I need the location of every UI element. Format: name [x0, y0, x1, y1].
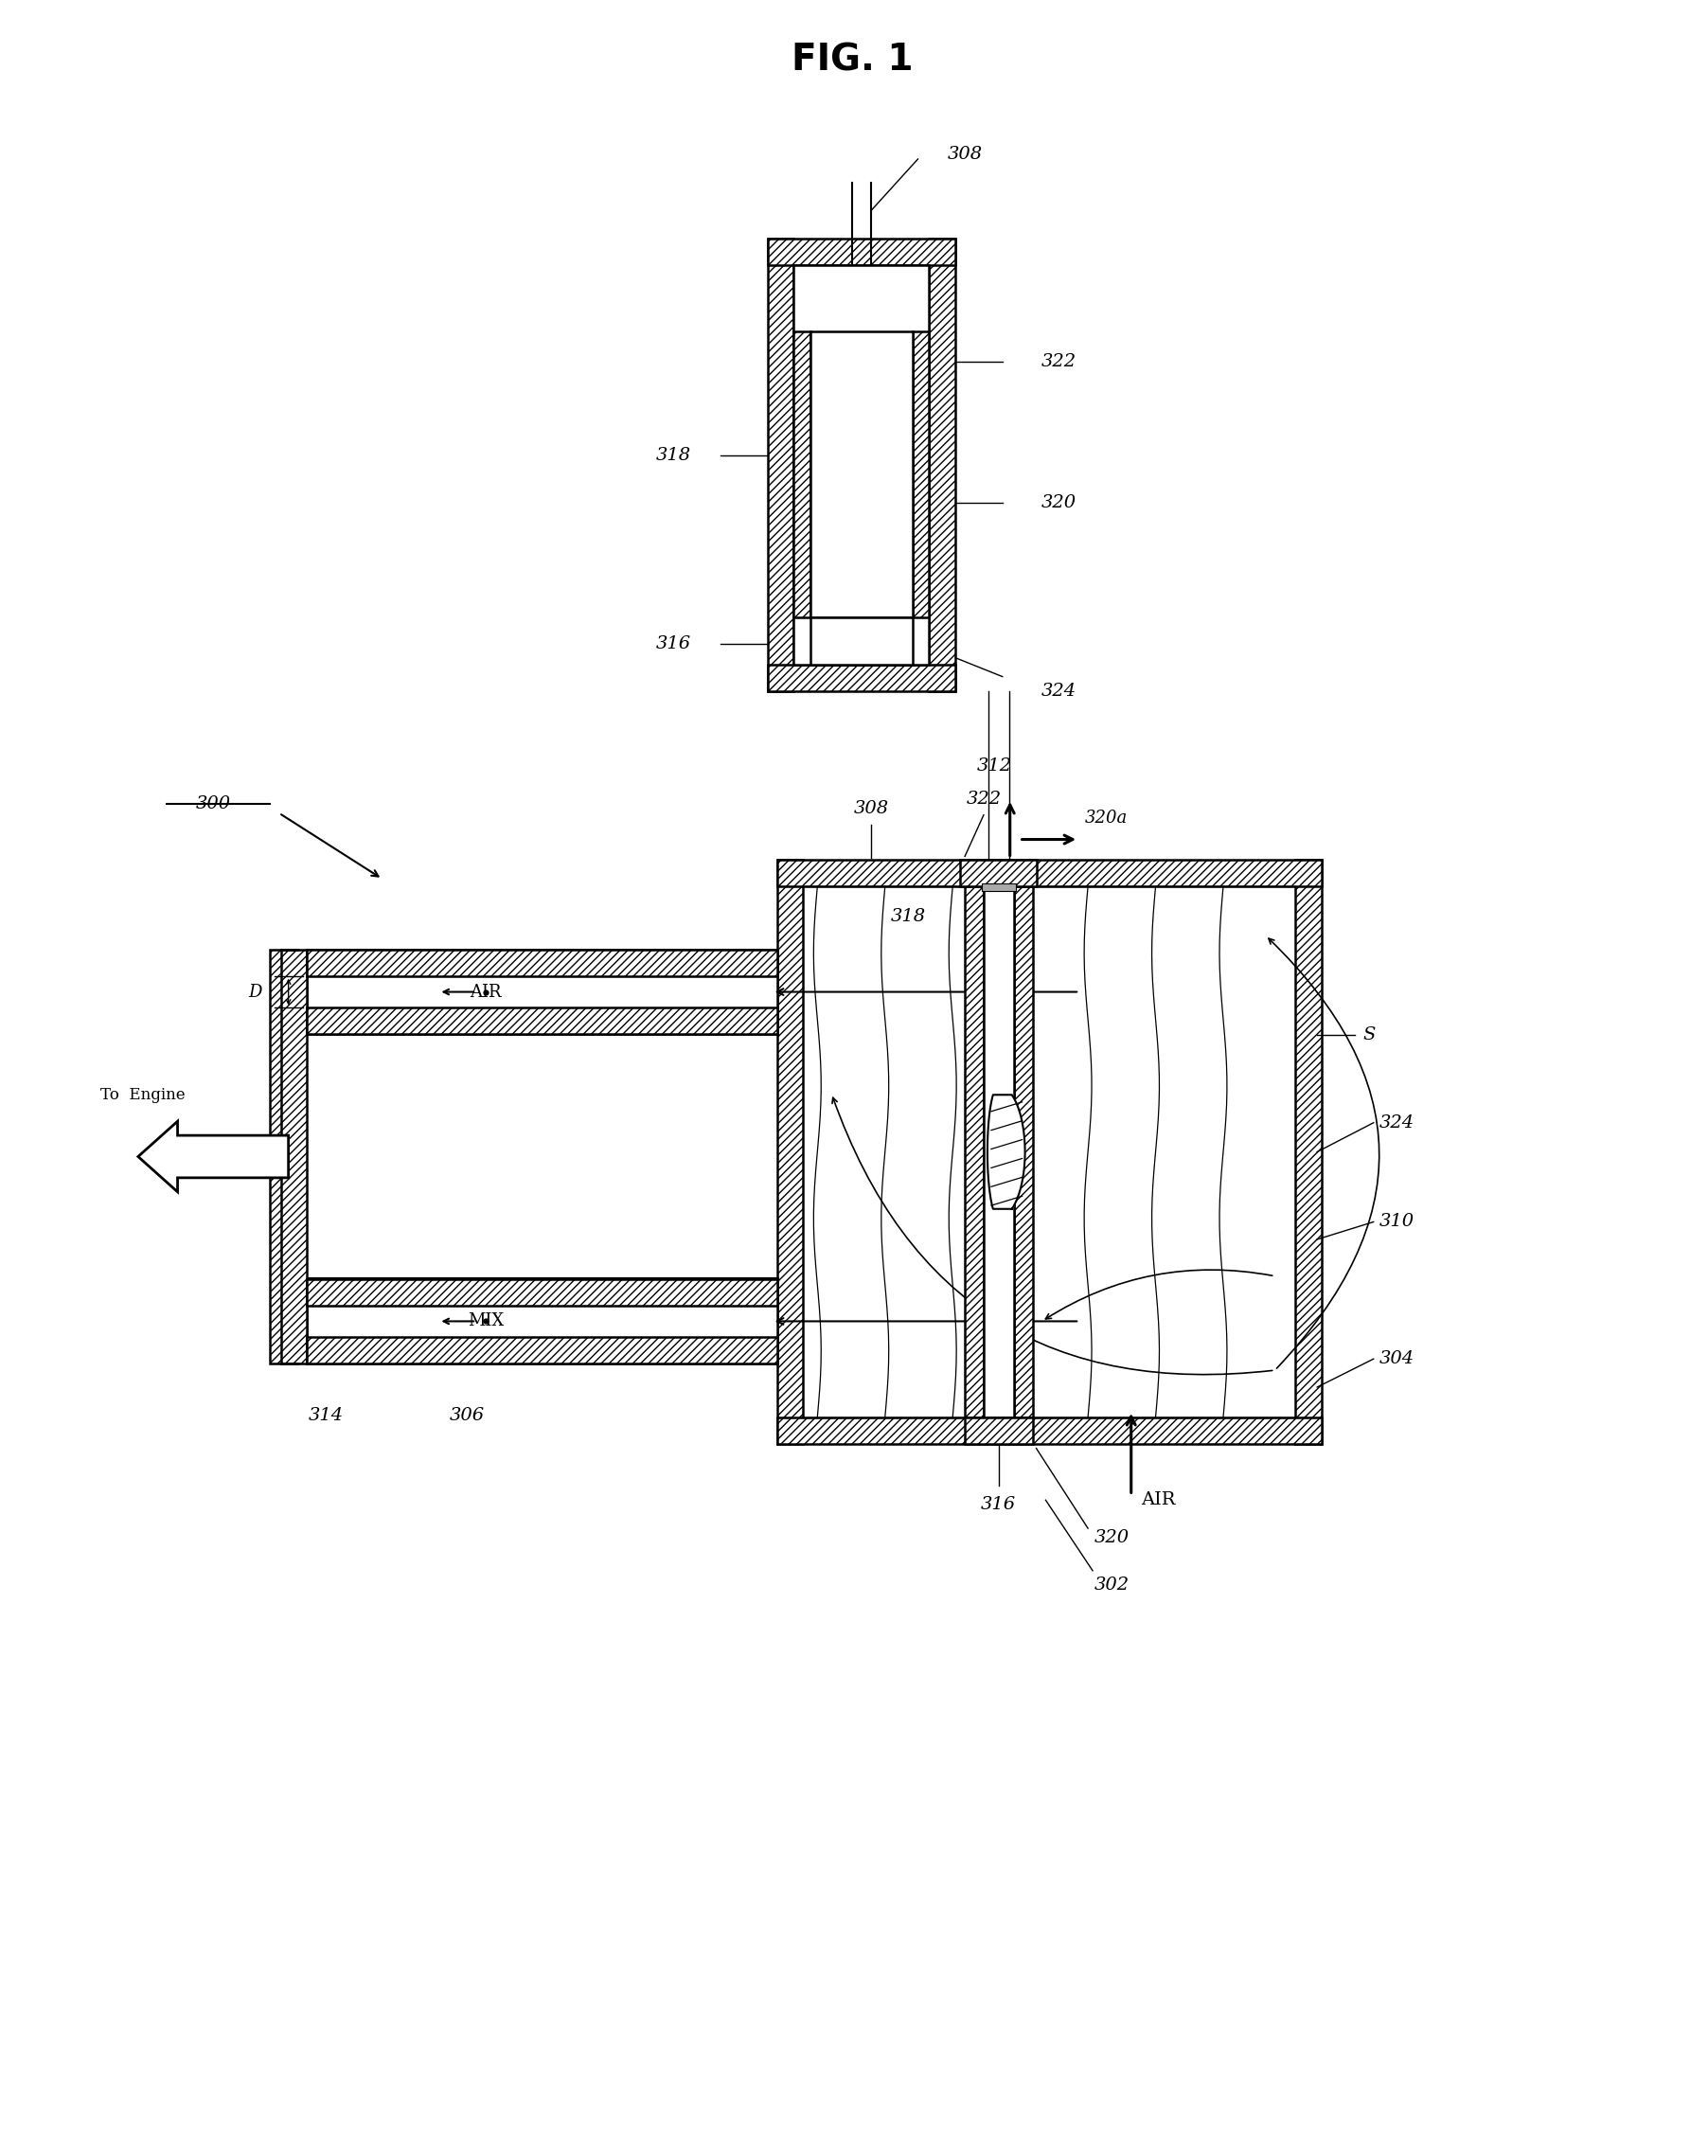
Bar — [794, 265, 929, 664]
Text: 312: 312 — [977, 757, 1011, 774]
Text: D: D — [249, 983, 263, 1000]
Bar — [777, 860, 1322, 886]
Bar — [270, 949, 307, 1363]
Text: 324: 324 — [1042, 681, 1076, 699]
Bar — [307, 1279, 777, 1304]
Bar — [767, 664, 955, 690]
Text: 308: 308 — [854, 800, 888, 817]
Text: MIX: MIX — [468, 1313, 504, 1330]
Bar — [307, 1337, 777, 1363]
Bar — [803, 886, 1296, 1416]
Bar — [767, 239, 955, 265]
Text: 306: 306 — [449, 1408, 485, 1423]
Bar — [929, 239, 955, 690]
Text: 310: 310 — [1380, 1214, 1414, 1231]
Text: S: S — [1363, 1026, 1375, 1044]
Text: 316: 316 — [656, 636, 692, 653]
Bar — [982, 884, 1016, 890]
Bar — [1296, 860, 1322, 1445]
Bar — [767, 239, 794, 690]
Bar — [811, 617, 912, 664]
Text: 322: 322 — [967, 791, 1001, 808]
Bar — [912, 332, 929, 617]
Bar — [965, 886, 984, 1416]
Text: FIG. 1: FIG. 1 — [791, 43, 914, 78]
Bar — [984, 886, 1015, 1416]
Bar — [307, 1279, 777, 1363]
Bar — [811, 332, 912, 617]
Bar — [794, 332, 811, 617]
Text: AIR: AIR — [470, 983, 502, 1000]
Bar — [960, 860, 1037, 886]
Bar — [777, 860, 803, 1445]
Text: 302: 302 — [1093, 1576, 1129, 1593]
Text: 304: 304 — [1380, 1350, 1414, 1367]
Text: 300: 300 — [196, 796, 231, 813]
Text: 318: 318 — [892, 908, 926, 925]
Bar — [965, 1416, 1033, 1445]
Polygon shape — [987, 1095, 1025, 1210]
Text: 322: 322 — [1042, 354, 1076, 371]
Text: 320a: 320a — [1085, 808, 1127, 826]
Text: 318: 318 — [656, 446, 692, 464]
Bar — [307, 949, 777, 977]
Bar — [307, 949, 777, 1035]
Text: 324: 324 — [1380, 1115, 1414, 1132]
Bar — [307, 1007, 777, 1035]
Bar — [777, 1416, 1322, 1445]
Text: To  Engine: To Engine — [101, 1087, 186, 1104]
Text: 316: 316 — [980, 1496, 1016, 1514]
Text: 314: 314 — [309, 1408, 343, 1423]
Text: 320: 320 — [1093, 1529, 1129, 1546]
Text: 320: 320 — [1042, 494, 1076, 511]
FancyArrow shape — [138, 1121, 289, 1192]
Text: AIR: AIR — [1141, 1492, 1175, 1509]
Text: 308: 308 — [948, 147, 982, 164]
Bar — [1015, 886, 1033, 1416]
